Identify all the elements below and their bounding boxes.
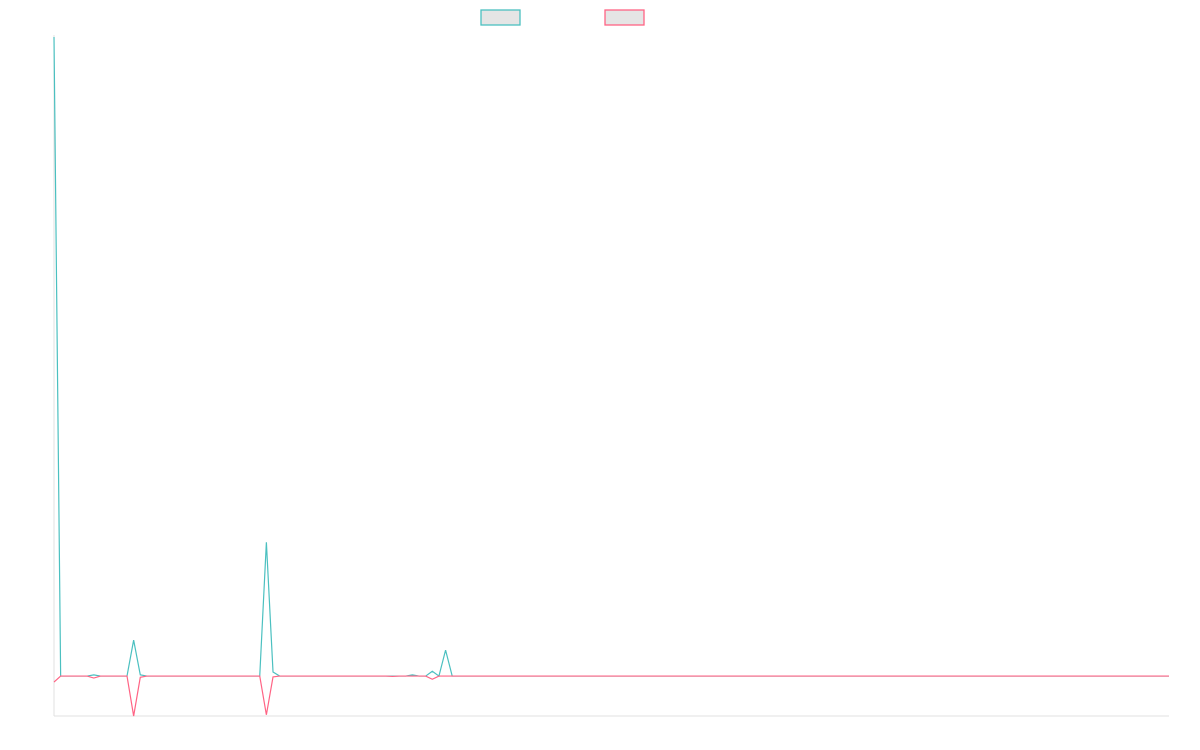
legend — [480, 9, 645, 26]
series-line-1 — [53, 36, 1169, 678]
plot-area — [53, 36, 1169, 717]
legend-swatch-1[interactable] — [480, 9, 521, 26]
legend-swatch-2[interactable] — [604, 9, 645, 26]
axes — [53, 35, 1169, 717]
series-line-2 — [53, 675, 1169, 717]
